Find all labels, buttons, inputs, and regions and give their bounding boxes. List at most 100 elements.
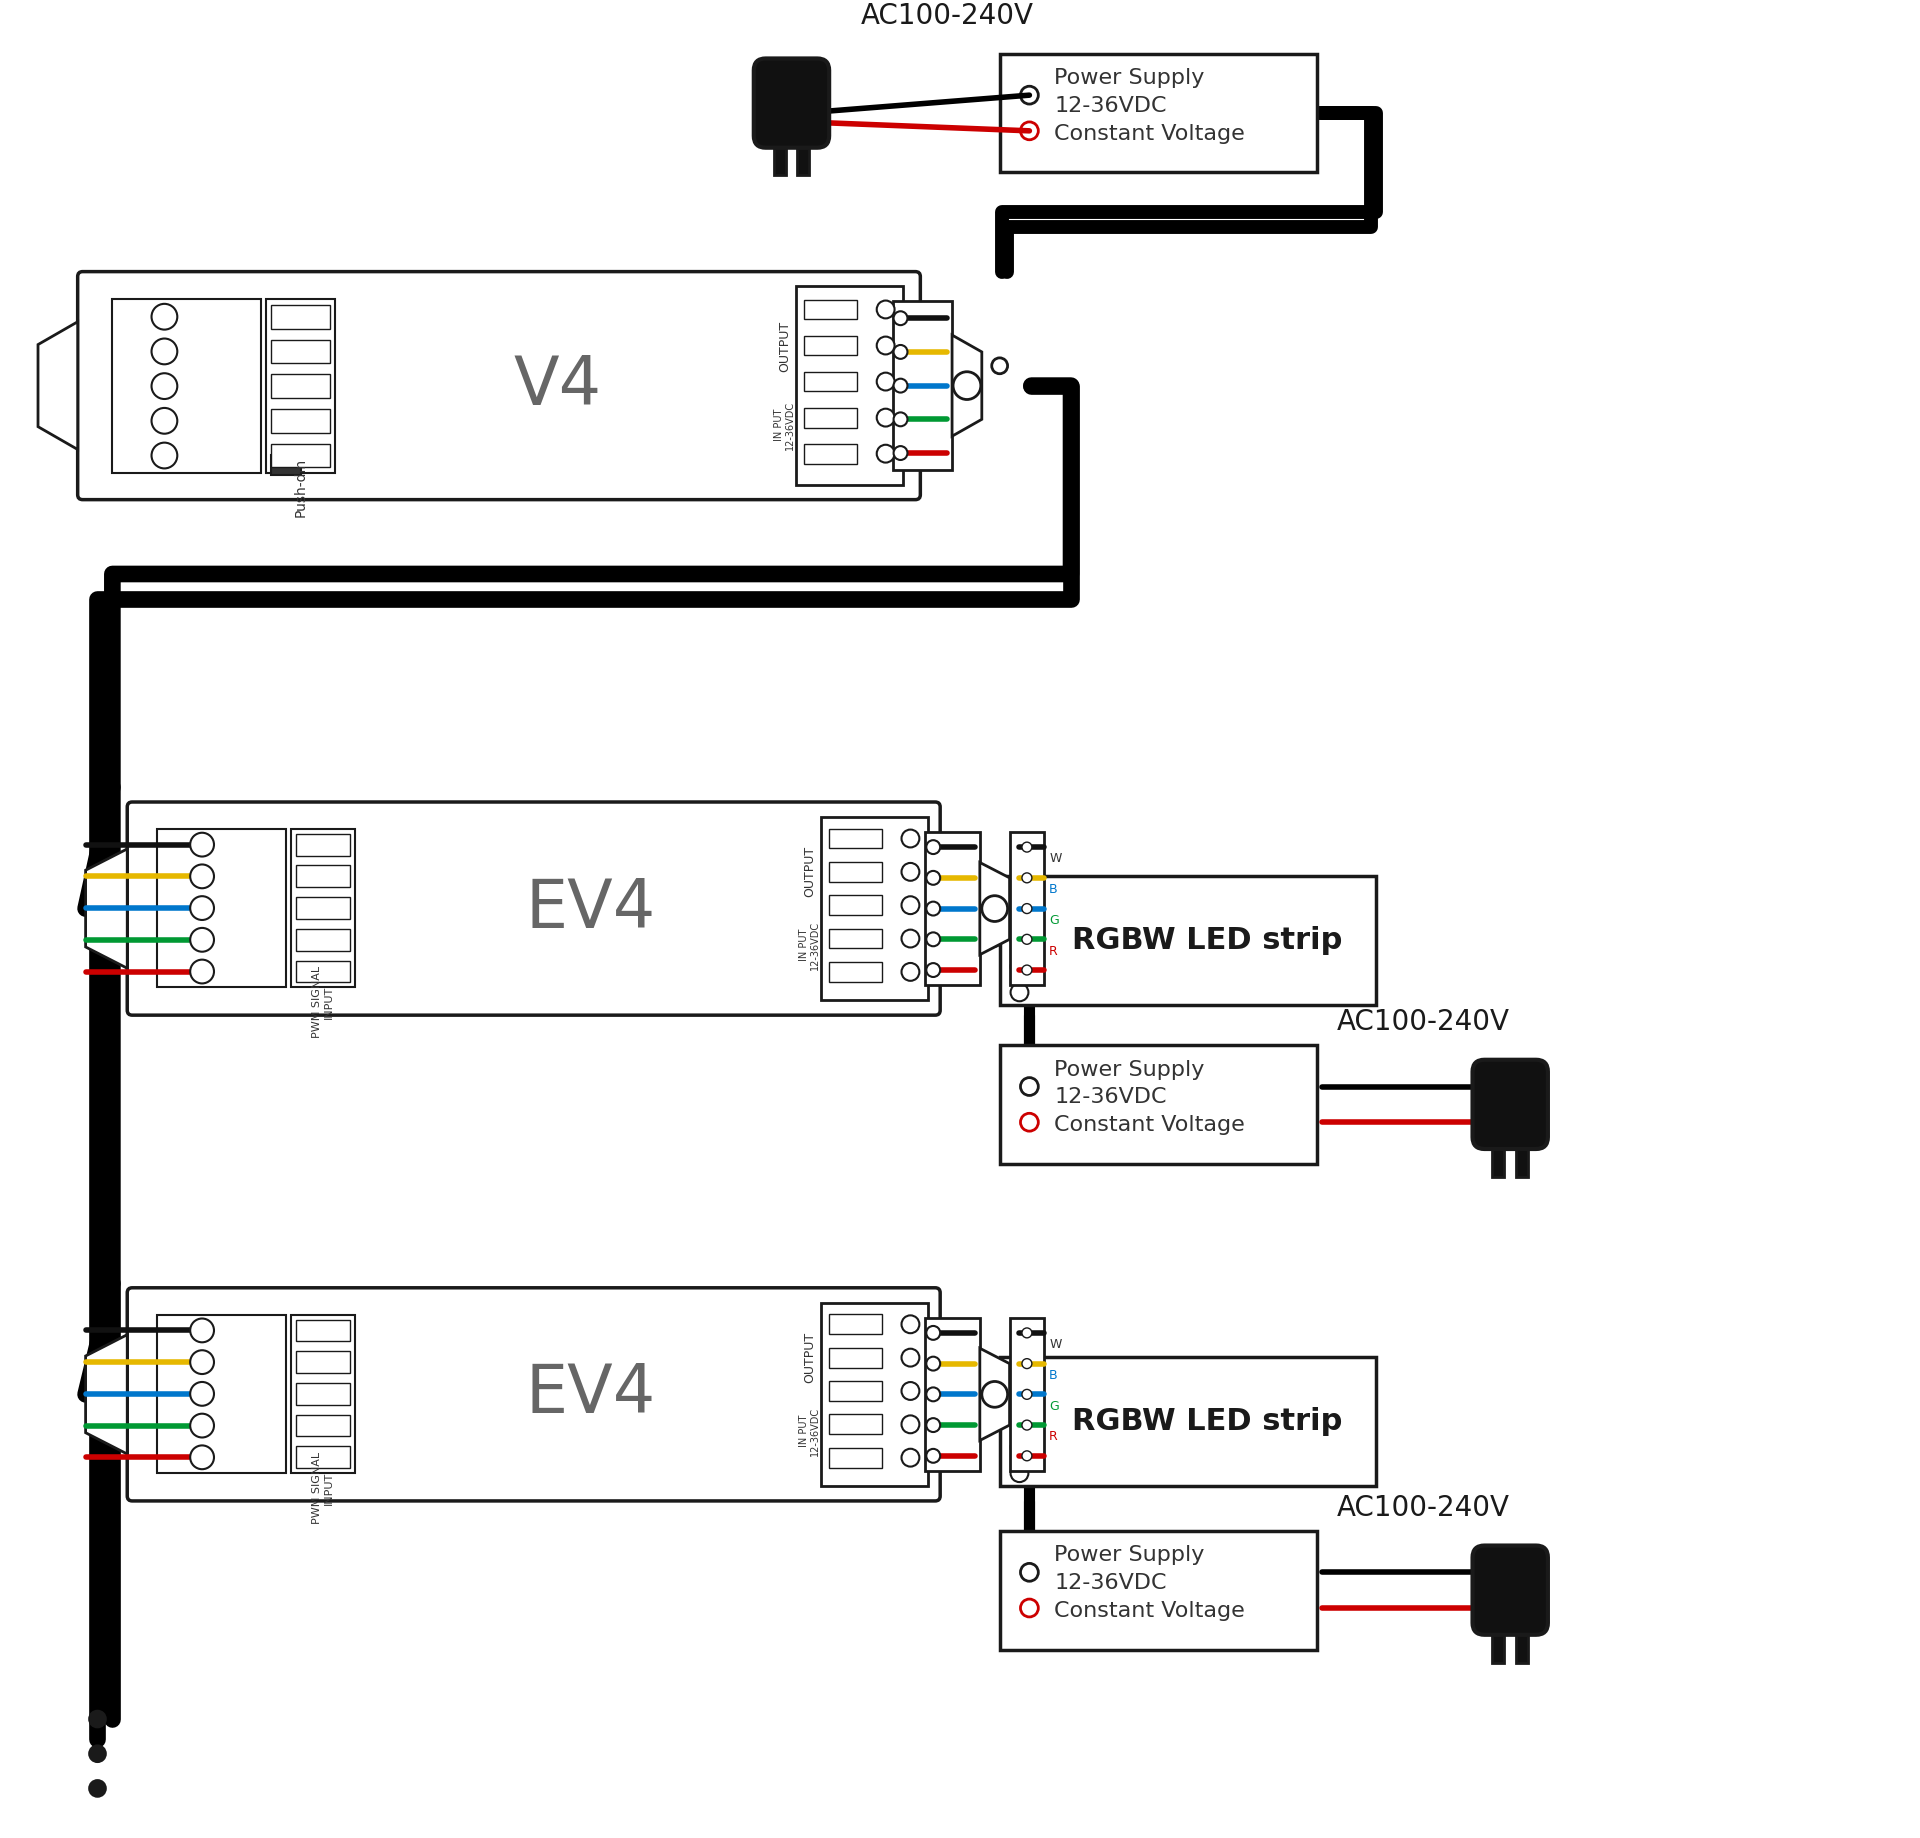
Circle shape <box>1020 1077 1039 1095</box>
Circle shape <box>1010 880 1029 899</box>
Text: RGBW LED strip: RGBW LED strip <box>1071 1408 1342 1435</box>
Circle shape <box>1010 1413 1029 1430</box>
Circle shape <box>1020 121 1039 140</box>
Polygon shape <box>979 1349 1010 1441</box>
Circle shape <box>981 1382 1008 1408</box>
FancyBboxPatch shape <box>1010 1318 1044 1470</box>
Text: IN PUT
12-36VDC: IN PUT 12-36VDC <box>799 921 820 970</box>
FancyBboxPatch shape <box>296 1415 349 1437</box>
FancyBboxPatch shape <box>829 862 881 882</box>
Polygon shape <box>86 1334 127 1454</box>
Polygon shape <box>952 335 981 436</box>
Circle shape <box>925 1419 941 1432</box>
Circle shape <box>1020 86 1039 105</box>
Circle shape <box>902 930 920 947</box>
FancyBboxPatch shape <box>296 897 349 919</box>
Circle shape <box>902 1349 920 1366</box>
Text: PWM SIGNAL
INPUT: PWM SIGNAL INPUT <box>313 967 334 1038</box>
FancyBboxPatch shape <box>296 1447 349 1469</box>
Circle shape <box>893 311 908 325</box>
FancyBboxPatch shape <box>822 1303 927 1487</box>
FancyBboxPatch shape <box>1000 1356 1377 1487</box>
FancyBboxPatch shape <box>271 375 330 399</box>
FancyBboxPatch shape <box>1010 833 1044 985</box>
Circle shape <box>893 412 908 426</box>
Text: OUTPUT: OUTPUT <box>803 1333 816 1384</box>
Text: OUTPUT: OUTPUT <box>803 845 816 897</box>
Circle shape <box>877 408 895 426</box>
FancyBboxPatch shape <box>1473 1546 1548 1634</box>
Text: IN PUT
12-36VDC: IN PUT 12-36VDC <box>799 1406 820 1456</box>
Text: W: W <box>1048 1338 1062 1351</box>
Text: 12-36VDC: 12-36VDC <box>1054 1088 1167 1108</box>
FancyBboxPatch shape <box>1473 1061 1548 1149</box>
Circle shape <box>90 1746 106 1761</box>
FancyBboxPatch shape <box>829 1380 881 1401</box>
Text: R: R <box>1048 945 1058 958</box>
FancyBboxPatch shape <box>755 59 829 147</box>
Circle shape <box>1020 1599 1039 1617</box>
Circle shape <box>190 959 213 983</box>
FancyBboxPatch shape <box>829 928 881 948</box>
FancyBboxPatch shape <box>1000 1531 1317 1651</box>
Polygon shape <box>38 322 77 450</box>
Circle shape <box>902 1448 920 1467</box>
Circle shape <box>1010 958 1029 976</box>
Circle shape <box>90 1711 106 1728</box>
Circle shape <box>190 1351 213 1375</box>
Circle shape <box>152 338 177 364</box>
FancyBboxPatch shape <box>829 895 881 915</box>
Circle shape <box>190 1318 213 1342</box>
Circle shape <box>1010 983 1029 1002</box>
Circle shape <box>1010 1362 1029 1378</box>
Text: PWM SIGNAL
INPUT: PWM SIGNAL INPUT <box>313 1452 334 1524</box>
Circle shape <box>902 897 920 913</box>
FancyBboxPatch shape <box>127 1288 941 1502</box>
FancyBboxPatch shape <box>296 1320 349 1342</box>
Text: AC100-240V: AC100-240V <box>1336 1007 1509 1037</box>
Circle shape <box>1021 904 1031 913</box>
Text: Constant Voltage: Constant Voltage <box>1054 123 1244 143</box>
FancyBboxPatch shape <box>1000 1044 1317 1163</box>
Circle shape <box>902 1382 920 1401</box>
Circle shape <box>152 408 177 434</box>
FancyBboxPatch shape <box>925 833 979 985</box>
FancyBboxPatch shape <box>829 1448 881 1467</box>
Text: Constant Voltage: Constant Voltage <box>1054 1601 1244 1621</box>
Text: Constant Voltage: Constant Voltage <box>1054 1116 1244 1136</box>
Text: Power Supply: Power Supply <box>1054 1546 1204 1566</box>
FancyBboxPatch shape <box>893 301 952 471</box>
Circle shape <box>877 445 895 463</box>
Text: OUTPUT: OUTPUT <box>778 320 791 371</box>
Circle shape <box>152 373 177 399</box>
FancyBboxPatch shape <box>797 287 904 485</box>
FancyBboxPatch shape <box>267 300 336 472</box>
Circle shape <box>981 895 1008 921</box>
FancyBboxPatch shape <box>774 147 785 175</box>
Text: 12-36VDC: 12-36VDC <box>1054 96 1167 116</box>
Circle shape <box>877 336 895 355</box>
Circle shape <box>902 1316 920 1333</box>
FancyBboxPatch shape <box>157 1314 286 1474</box>
FancyBboxPatch shape <box>822 816 927 1000</box>
Circle shape <box>1010 1439 1029 1456</box>
FancyBboxPatch shape <box>829 1415 881 1434</box>
Text: RGBW LED strip: RGBW LED strip <box>1071 926 1342 956</box>
FancyBboxPatch shape <box>804 300 856 320</box>
Circle shape <box>902 1415 920 1434</box>
Circle shape <box>152 303 177 329</box>
FancyBboxPatch shape <box>804 443 856 463</box>
FancyBboxPatch shape <box>271 305 330 329</box>
Circle shape <box>925 1448 941 1463</box>
FancyBboxPatch shape <box>290 1314 355 1474</box>
FancyBboxPatch shape <box>804 336 856 355</box>
Circle shape <box>190 928 213 952</box>
FancyBboxPatch shape <box>296 834 349 855</box>
Text: B: B <box>1048 1369 1058 1382</box>
FancyBboxPatch shape <box>271 340 330 364</box>
FancyBboxPatch shape <box>113 300 261 472</box>
Text: Power Supply: Power Supply <box>1054 68 1204 88</box>
Circle shape <box>1020 1564 1039 1581</box>
Circle shape <box>925 902 941 915</box>
Circle shape <box>190 833 213 857</box>
